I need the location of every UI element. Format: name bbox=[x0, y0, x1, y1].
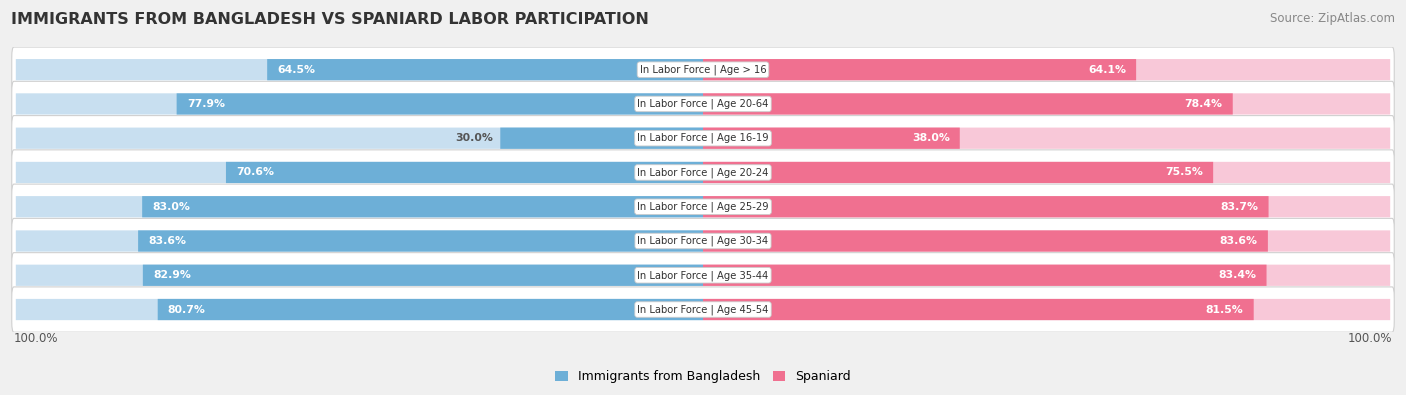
FancyBboxPatch shape bbox=[11, 184, 1395, 229]
Text: 81.5%: 81.5% bbox=[1206, 305, 1243, 314]
FancyBboxPatch shape bbox=[501, 128, 703, 149]
Text: 38.0%: 38.0% bbox=[911, 133, 949, 143]
Text: 64.5%: 64.5% bbox=[277, 65, 315, 75]
FancyBboxPatch shape bbox=[143, 265, 703, 286]
FancyBboxPatch shape bbox=[11, 81, 1395, 126]
FancyBboxPatch shape bbox=[703, 128, 960, 149]
FancyBboxPatch shape bbox=[11, 150, 1395, 195]
FancyBboxPatch shape bbox=[703, 59, 1391, 80]
Text: 77.9%: 77.9% bbox=[187, 99, 225, 109]
Text: In Labor Force | Age 35-44: In Labor Force | Age 35-44 bbox=[637, 270, 769, 280]
FancyBboxPatch shape bbox=[11, 116, 1395, 161]
Text: Source: ZipAtlas.com: Source: ZipAtlas.com bbox=[1270, 12, 1395, 25]
Text: 75.5%: 75.5% bbox=[1166, 167, 1204, 177]
Text: 83.6%: 83.6% bbox=[1220, 236, 1258, 246]
FancyBboxPatch shape bbox=[15, 196, 703, 217]
Text: 83.4%: 83.4% bbox=[1219, 270, 1257, 280]
FancyBboxPatch shape bbox=[15, 128, 703, 149]
FancyBboxPatch shape bbox=[11, 287, 1395, 332]
FancyBboxPatch shape bbox=[157, 299, 703, 320]
Text: 80.7%: 80.7% bbox=[167, 305, 205, 314]
FancyBboxPatch shape bbox=[11, 253, 1395, 298]
Text: 100.0%: 100.0% bbox=[14, 332, 58, 345]
FancyBboxPatch shape bbox=[703, 265, 1391, 286]
Text: 83.7%: 83.7% bbox=[1220, 202, 1258, 212]
FancyBboxPatch shape bbox=[703, 93, 1233, 115]
Text: 83.6%: 83.6% bbox=[148, 236, 186, 246]
FancyBboxPatch shape bbox=[703, 265, 1267, 286]
FancyBboxPatch shape bbox=[15, 162, 703, 183]
FancyBboxPatch shape bbox=[703, 162, 1213, 183]
Text: In Labor Force | Age 25-29: In Labor Force | Age 25-29 bbox=[637, 201, 769, 212]
Text: 83.0%: 83.0% bbox=[152, 202, 190, 212]
Text: In Labor Force | Age 45-54: In Labor Force | Age 45-54 bbox=[637, 304, 769, 315]
Text: IMMIGRANTS FROM BANGLADESH VS SPANIARD LABOR PARTICIPATION: IMMIGRANTS FROM BANGLADESH VS SPANIARD L… bbox=[11, 12, 650, 27]
FancyBboxPatch shape bbox=[138, 230, 703, 252]
FancyBboxPatch shape bbox=[703, 299, 1254, 320]
Text: 82.9%: 82.9% bbox=[153, 270, 191, 280]
Text: 30.0%: 30.0% bbox=[456, 133, 494, 143]
FancyBboxPatch shape bbox=[703, 230, 1391, 252]
FancyBboxPatch shape bbox=[703, 230, 1268, 252]
FancyBboxPatch shape bbox=[15, 265, 703, 286]
Text: In Labor Force | Age 30-34: In Labor Force | Age 30-34 bbox=[637, 236, 769, 246]
FancyBboxPatch shape bbox=[703, 162, 1391, 183]
FancyBboxPatch shape bbox=[15, 230, 703, 252]
FancyBboxPatch shape bbox=[703, 93, 1391, 115]
FancyBboxPatch shape bbox=[15, 299, 703, 320]
FancyBboxPatch shape bbox=[703, 128, 1391, 149]
FancyBboxPatch shape bbox=[703, 196, 1391, 217]
Legend: Immigrants from Bangladesh, Spaniard: Immigrants from Bangladesh, Spaniard bbox=[550, 365, 856, 388]
Text: In Labor Force | Age 16-19: In Labor Force | Age 16-19 bbox=[637, 133, 769, 143]
Text: 100.0%: 100.0% bbox=[1348, 332, 1392, 345]
FancyBboxPatch shape bbox=[11, 47, 1395, 92]
FancyBboxPatch shape bbox=[15, 59, 703, 80]
FancyBboxPatch shape bbox=[267, 59, 703, 80]
Text: 78.4%: 78.4% bbox=[1185, 99, 1223, 109]
Text: In Labor Force | Age 20-64: In Labor Force | Age 20-64 bbox=[637, 99, 769, 109]
FancyBboxPatch shape bbox=[703, 299, 1391, 320]
FancyBboxPatch shape bbox=[142, 196, 703, 217]
Text: In Labor Force | Age > 16: In Labor Force | Age > 16 bbox=[640, 64, 766, 75]
FancyBboxPatch shape bbox=[15, 93, 703, 115]
FancyBboxPatch shape bbox=[177, 93, 703, 115]
FancyBboxPatch shape bbox=[11, 218, 1395, 263]
FancyBboxPatch shape bbox=[703, 196, 1268, 217]
Text: In Labor Force | Age 20-24: In Labor Force | Age 20-24 bbox=[637, 167, 769, 178]
Text: 64.1%: 64.1% bbox=[1088, 65, 1126, 75]
Text: 70.6%: 70.6% bbox=[236, 167, 274, 177]
FancyBboxPatch shape bbox=[226, 162, 703, 183]
FancyBboxPatch shape bbox=[703, 59, 1136, 80]
